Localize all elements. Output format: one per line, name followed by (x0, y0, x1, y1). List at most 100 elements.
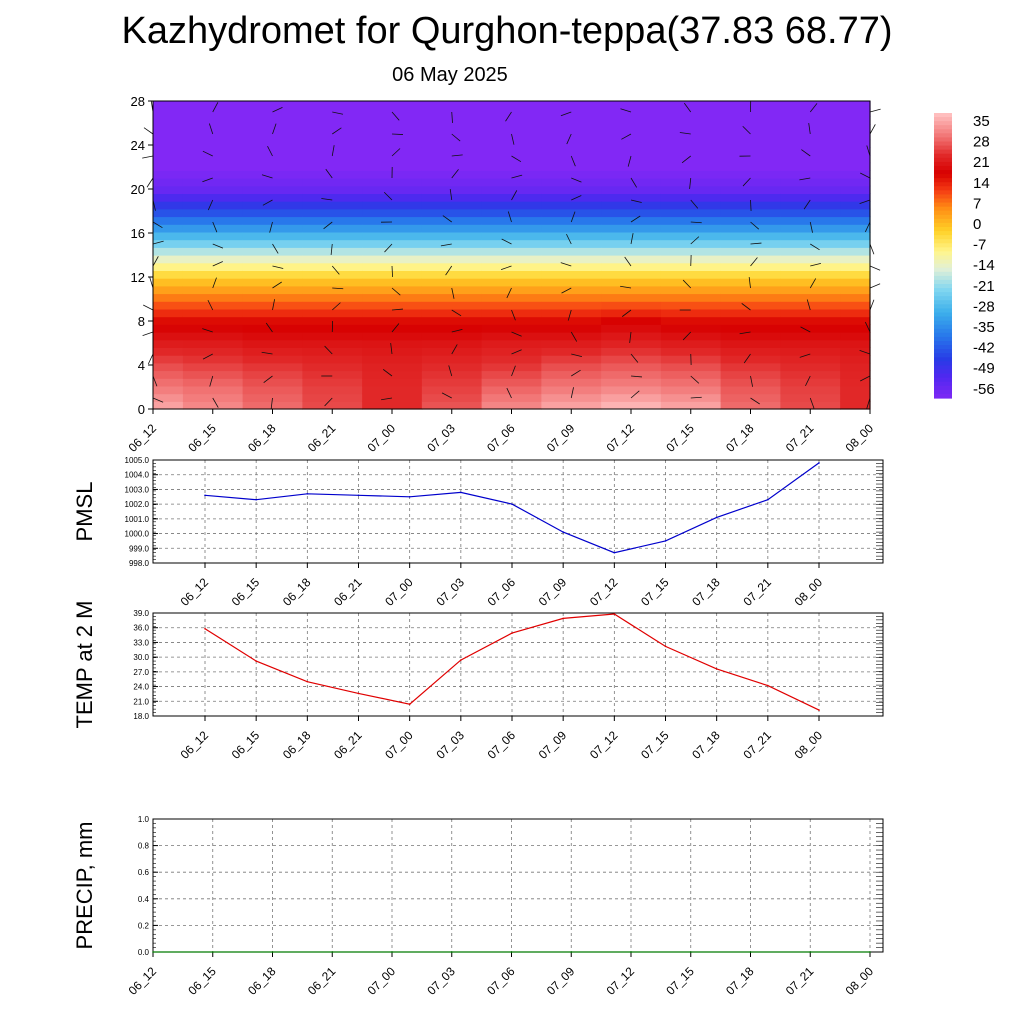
heatmap-cell (242, 270, 303, 279)
heatmap-cell (720, 116, 781, 125)
heatmap-cell (720, 332, 781, 341)
heatmap-cell (421, 185, 483, 194)
heatmap-cell (302, 293, 363, 302)
heatmap-cell (481, 316, 542, 325)
colorbar-band (934, 267, 952, 273)
heatmap-cell (601, 185, 662, 194)
heatmap-cell (601, 355, 662, 364)
heatmap-cell (242, 108, 303, 117)
wind-barb (620, 285, 632, 289)
heatmap-cell (601, 324, 662, 333)
wind-barb (451, 133, 461, 142)
x-tick-label: 06_12 (178, 728, 212, 762)
x-tick-label: 07_15 (663, 421, 697, 455)
wind-barb (750, 199, 752, 212)
heatmap-cell (242, 324, 303, 333)
x-tick-label: 07_06 (485, 728, 519, 762)
wind-barb (750, 257, 758, 267)
heatmap-cell (780, 201, 841, 210)
heatmap-cell (153, 162, 184, 171)
heatmap-cell (362, 301, 423, 310)
heatmap-cell (601, 370, 662, 379)
wind-barb (681, 155, 691, 164)
heatmap-cell (302, 401, 363, 410)
y-axis-label: PMSL (72, 482, 97, 542)
wind-barb (809, 278, 817, 289)
heatmap-cell (362, 255, 423, 264)
heatmap-cell (362, 355, 423, 364)
x-tick-label: 07_00 (382, 575, 416, 609)
wind-barb (511, 133, 515, 145)
heatmap-cell (242, 216, 303, 225)
heatmap-cell (421, 347, 483, 356)
heatmap-cell (541, 278, 602, 287)
heatmap-cell (182, 301, 244, 310)
heatmap-cell (601, 378, 662, 387)
wind-barb (570, 211, 576, 223)
wind-barb (810, 262, 822, 267)
heatmap-cell (362, 239, 423, 248)
heatmap-cell (601, 347, 662, 356)
colorbar-band (934, 328, 952, 334)
data-point (306, 493, 309, 495)
heatmap-cell (601, 301, 662, 310)
heatmap-cell (840, 324, 871, 333)
heatmap-cell (601, 108, 662, 117)
wind-barb (390, 343, 393, 355)
precip-panel: 1.0 0.8 0.6 0.4 0.2 0.0 06_12 06_15 06_18 06_21 07… (72, 815, 884, 998)
heatmap-cell (541, 154, 602, 164)
heatmap-cell (481, 324, 542, 333)
heatmap-cell (362, 178, 423, 187)
data-point (664, 540, 667, 542)
heatmap-cell (481, 308, 542, 318)
heatmap-cell (840, 255, 871, 264)
colorbar-label: 14 (973, 175, 990, 192)
colorbar-band (934, 218, 952, 224)
heatmap-cell (601, 285, 662, 295)
x-tick-label: 06_21 (305, 964, 339, 998)
heatmap-cell (153, 108, 184, 117)
wind-barb (630, 390, 640, 399)
heatmap-cell (182, 208, 244, 218)
heatmap-cell (302, 347, 363, 356)
heatmap-cell (302, 385, 363, 395)
heatmap-cell (720, 370, 781, 379)
wind-barb (267, 146, 273, 157)
x-tick-label: 07_09 (544, 421, 578, 455)
heatmap-cell (242, 193, 303, 202)
heatmap-cell (153, 193, 184, 202)
wind-barb (506, 387, 512, 399)
heatmap-cell (780, 108, 841, 117)
heatmap-cell (302, 308, 363, 318)
heatmap-cell (780, 231, 841, 241)
wind-barb (332, 287, 344, 290)
wind-barb (869, 124, 876, 135)
wind-barb (382, 369, 393, 377)
heatmap-cell (302, 108, 363, 117)
heatmap-cell (780, 385, 841, 395)
colorbar-band (934, 284, 952, 289)
heatmap-cell (182, 347, 244, 356)
wind-barb (864, 221, 871, 233)
y-tick-label: 21.0 (133, 697, 149, 706)
heatmap-cell (362, 385, 423, 395)
heatmap-cell (840, 401, 871, 410)
heatmap-cell (481, 208, 542, 218)
heatmap-cell (182, 124, 244, 133)
heatmap-cell (660, 147, 722, 156)
heatmap-cell (182, 116, 244, 125)
heatmap-cell (481, 278, 542, 287)
colorbar-band (934, 389, 952, 395)
heatmap-cell (302, 255, 363, 264)
wind-barb (869, 108, 881, 113)
wind-barb (212, 221, 218, 233)
wind-barb (809, 221, 813, 233)
heatmap-cell (242, 355, 303, 364)
heatmap-cell (302, 378, 363, 387)
wind-barb (391, 133, 404, 135)
x-tick-label: 07_18 (723, 421, 757, 455)
wind-barb (383, 191, 393, 201)
heatmap-cell (153, 316, 184, 325)
wind-barb (750, 375, 753, 387)
heatmap-cell (242, 347, 303, 356)
